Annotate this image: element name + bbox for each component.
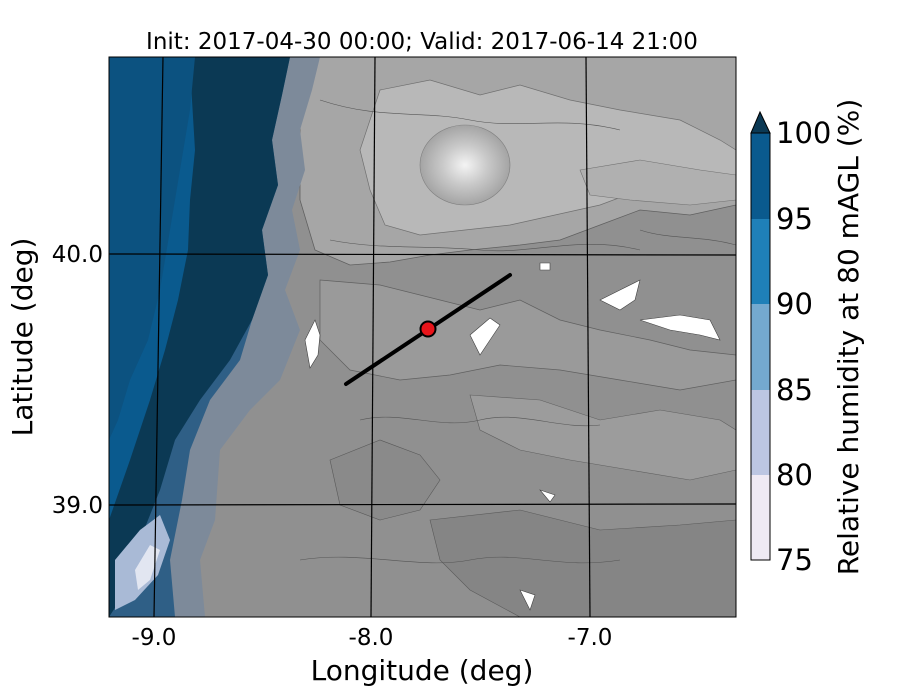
colorbar-tick-label: 90 <box>776 287 813 321</box>
map-panel: -9.0 -8.0 -7.0 40.0 39.0 Longitude (deg)… <box>6 56 737 687</box>
figure-title: Init: 2017-04-30 00:00; Valid: 2017-06-1… <box>146 29 698 55</box>
humidity-southwest-pale <box>135 545 160 590</box>
colorbar-tick-label: 75 <box>776 543 813 577</box>
colorbar-tick-label: 100 <box>776 116 831 150</box>
colorbar-segment <box>751 133 770 219</box>
colorbar-segment <box>751 475 770 560</box>
lat-tick-label: 40.0 <box>52 242 103 268</box>
lon-tick-label: -9.0 <box>132 625 177 651</box>
terrain-peak <box>419 124 511 206</box>
water-bodies <box>304 262 721 611</box>
terrain-valley-central <box>319 279 736 391</box>
terrain-hills-south <box>469 394 736 481</box>
y-axis-label: Latitude (deg) <box>6 238 39 437</box>
colorbar-frame <box>750 132 771 561</box>
humidity-band-saturated <box>109 57 290 617</box>
colorbar-extend-arrow <box>750 110 771 134</box>
terrain-lowland-south <box>429 509 736 617</box>
location-marker <box>419 320 437 338</box>
colorbar-tick-label: 95 <box>776 202 813 236</box>
colorbar-tick-label: 80 <box>776 458 813 492</box>
terrain-ridge-east <box>579 159 736 206</box>
lat-tick-label: 39.0 <box>52 493 103 519</box>
ocean-area <box>109 57 195 440</box>
lon-tick-label: -8.0 <box>349 625 394 651</box>
colorbar-tick-label: 85 <box>776 373 813 407</box>
colorbar-segment <box>751 304 770 390</box>
colorbar-segment <box>751 219 770 304</box>
colorbar-label: Relative humidity at 80 mAGL (%) <box>832 99 865 576</box>
graticule <box>109 57 736 617</box>
colorbar: 100 95 90 85 80 75 Relative humidity at … <box>750 99 865 577</box>
lon-tick-labels: -9.0 -8.0 -7.0 <box>132 625 613 651</box>
x-axis-label: Longitude (deg) <box>311 654 534 687</box>
lon-tick-label: -7.0 <box>568 625 613 651</box>
colorbar-segment <box>751 390 770 475</box>
terrain-hills-southwest <box>329 439 441 521</box>
map-frame <box>108 56 737 618</box>
lat-tick-labels: 40.0 39.0 <box>52 242 103 519</box>
